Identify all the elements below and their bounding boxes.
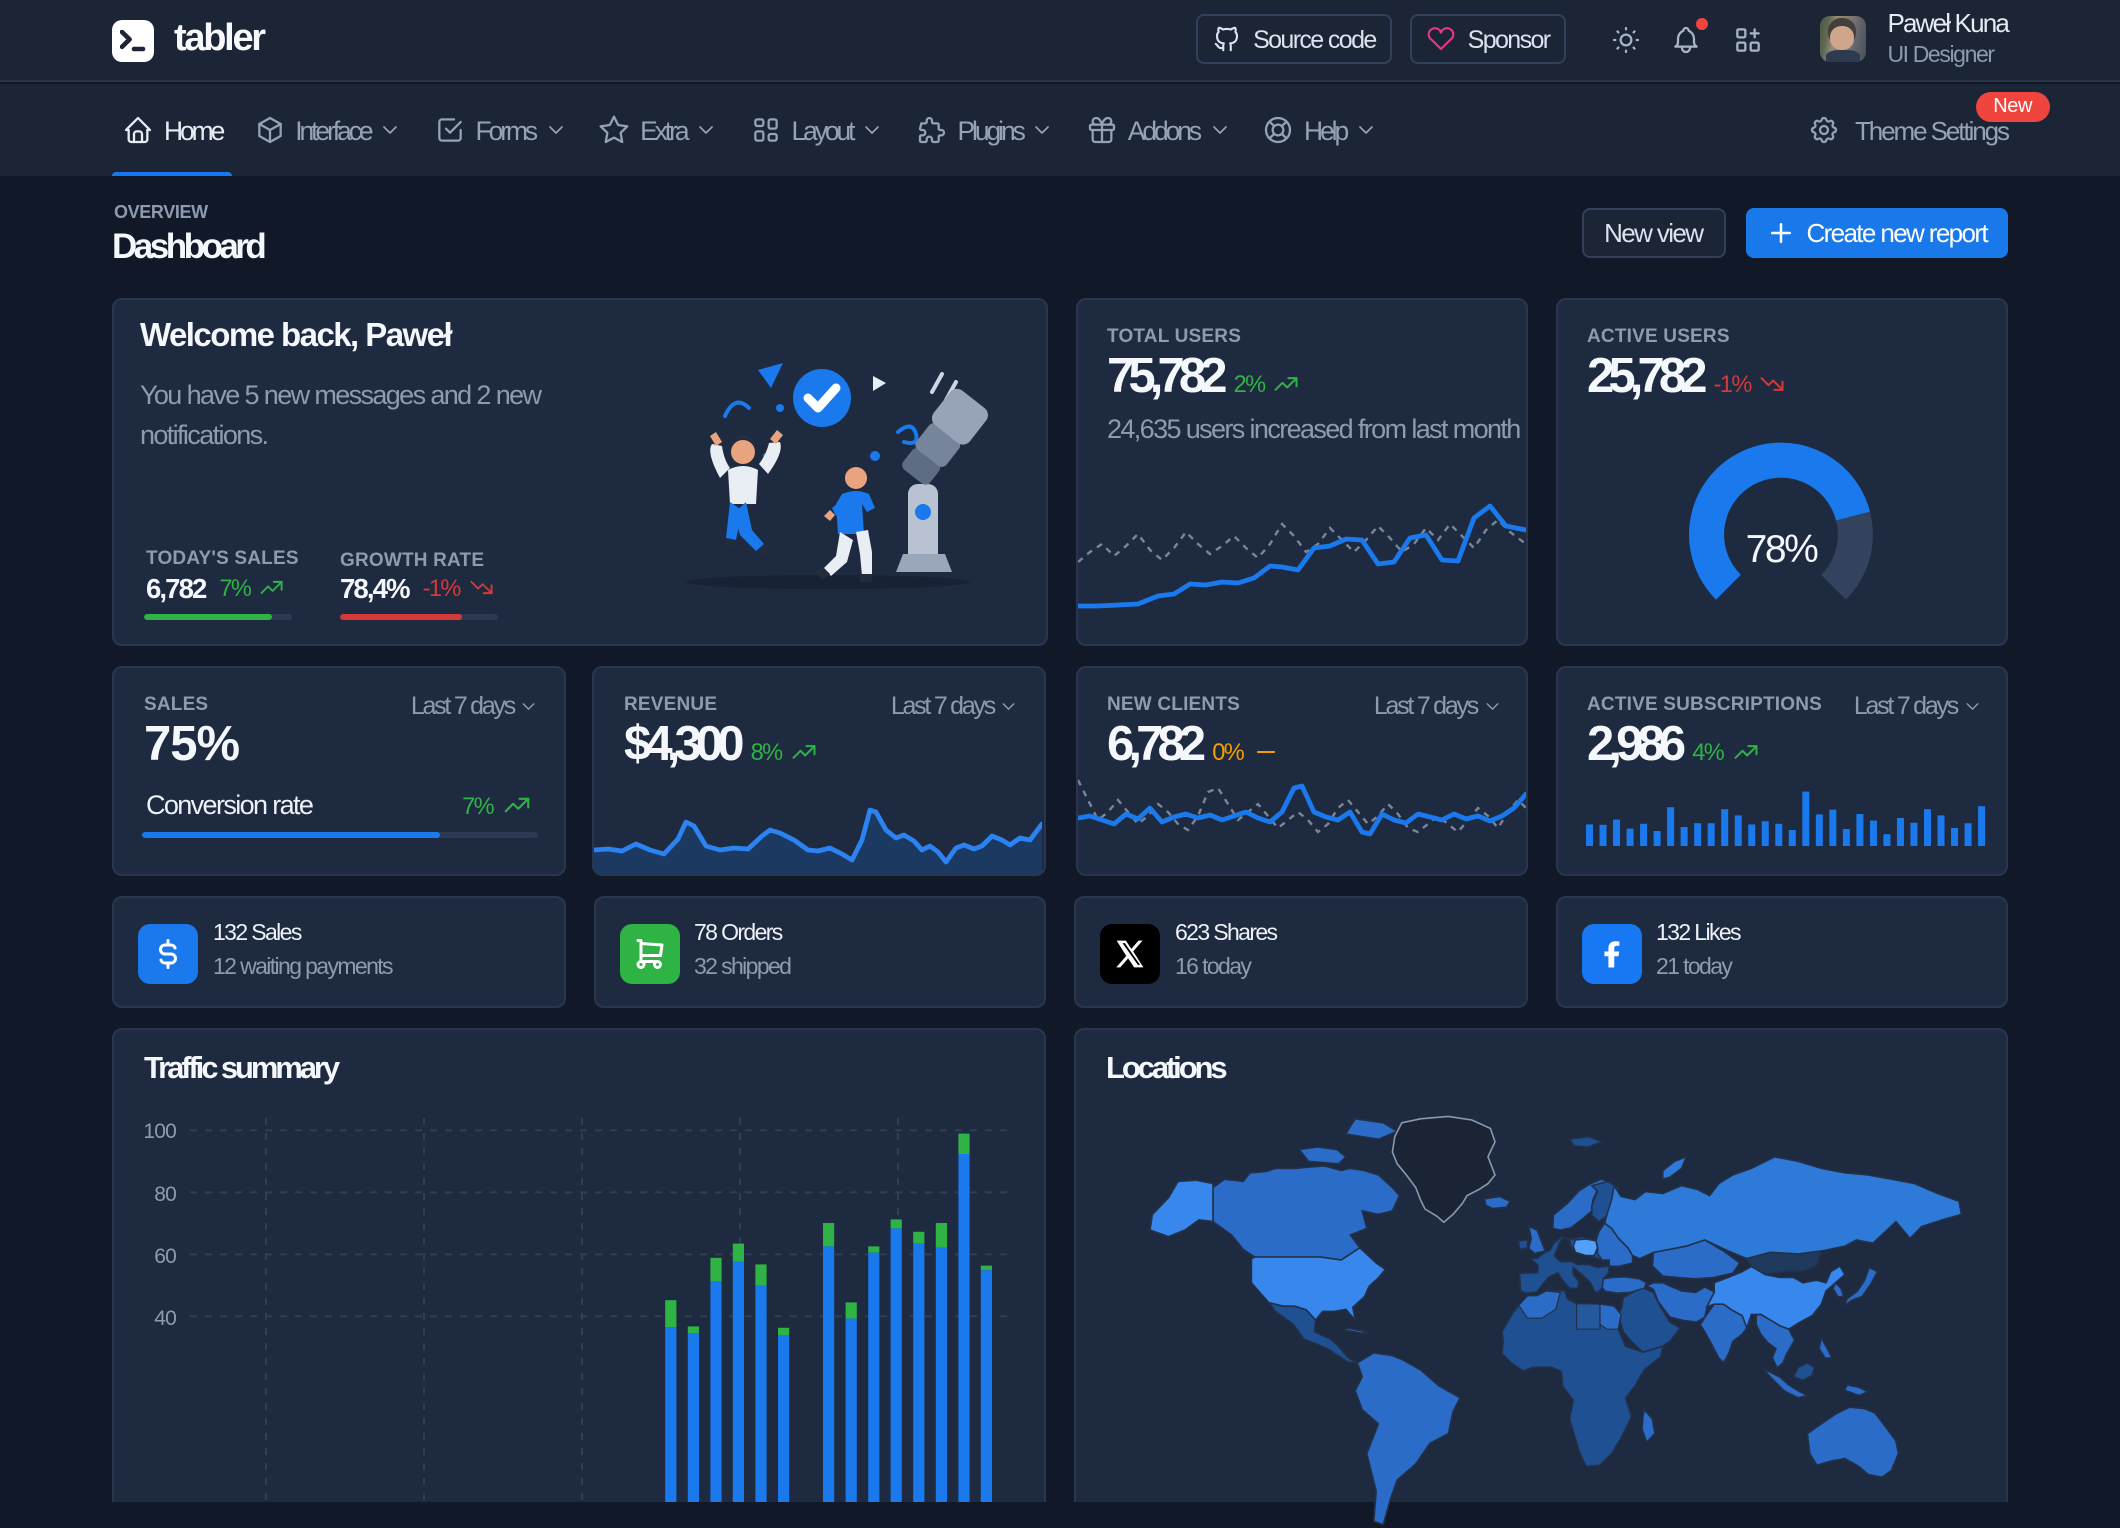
- svg-text:60: 60: [154, 1245, 176, 1268]
- svg-text:78%: 78%: [1745, 528, 1818, 571]
- svg-text:80: 80: [154, 1183, 176, 1206]
- svg-text:100: 100: [143, 1120, 176, 1143]
- svg-text:40: 40: [154, 1307, 176, 1330]
